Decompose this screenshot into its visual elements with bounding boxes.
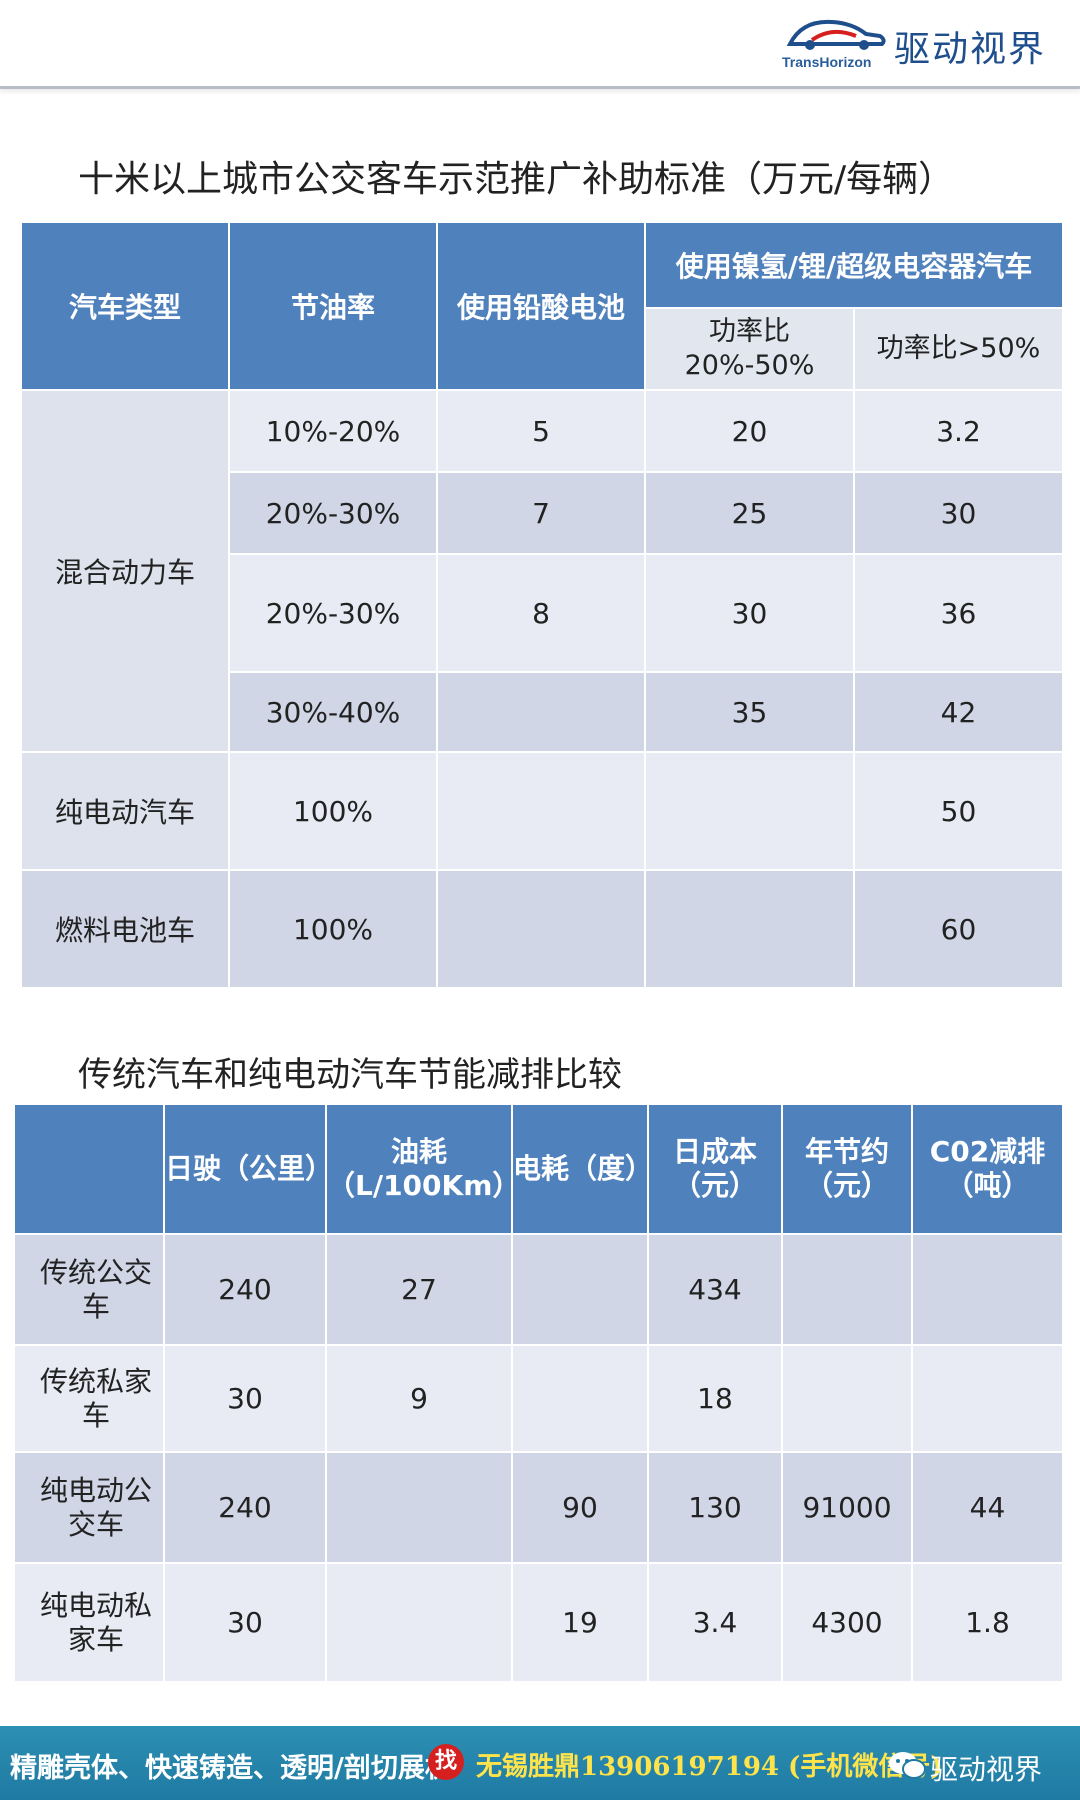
subsidy-table-title: 十米以上城市公交客车示范推广补助标准（万元/每辆） [78, 159, 955, 200]
ev-label: 纯电动汽车 [20, 751, 230, 871]
footer-find-badge: 找 [428, 1744, 464, 1780]
lead-acid-cell [436, 869, 646, 989]
table-cell: 27 [325, 1233, 513, 1346]
table-row: 混合动力车 10%-20% 5 20 3.2 [20, 389, 1064, 753]
table-cell: 240 [163, 1451, 327, 1564]
table-cell: 90 [511, 1451, 649, 1564]
fuel-rate-cell: 20%-30% [228, 553, 438, 673]
brand-name-en: TransHorizon [782, 54, 872, 70]
brand-name-cn: 驱动视界 [894, 29, 1047, 70]
power-low-cell: 30 [644, 553, 855, 673]
table-row: 30%-40% 35 42 [21, 671, 1064, 753]
header-annual-saving: 年节约（元） [781, 1103, 913, 1235]
table-cell: 434 [647, 1233, 783, 1346]
table-row: 20%-30% 7 25 30 [21, 471, 1064, 555]
page-header: TransHorizon 驱动视界 [0, 0, 1080, 89]
row-label: 纯电动公交车 [13, 1451, 165, 1564]
table-row: 纯电动汽车 100% 50 [20, 751, 1064, 871]
power-low-cell: 25 [644, 471, 855, 555]
table-cell [325, 1451, 513, 1564]
header-daily-distance: 日驶（公里） [163, 1103, 333, 1235]
table-row: 传统公交车 240 27 434 [13, 1233, 1064, 1346]
lead-acid-cell [436, 671, 646, 753]
fuel-rate-cell: 20%-30% [228, 471, 438, 555]
table-cell [325, 1562, 513, 1683]
header-power-consumption: 电耗（度） [511, 1103, 653, 1235]
table-cell: 18 [647, 1344, 783, 1453]
table-cell [781, 1233, 913, 1346]
row-label: 传统私家车 [13, 1344, 165, 1453]
power-low-cell: 20 [644, 389, 855, 473]
table-cell [911, 1344, 1064, 1453]
table-row: 燃料电池车 100% 60 [20, 869, 1064, 989]
fuel-rate-cell: 30%-40% [228, 671, 438, 753]
fuel-rate-cell: 100% [228, 869, 438, 989]
power-high-cell: 3.2 [853, 389, 1064, 473]
footer-services-text: 精雕壳体、快速铸造、透明/剖切展机 [10, 1753, 452, 1784]
table-cell: 91000 [781, 1451, 913, 1564]
table-cell [511, 1233, 649, 1346]
header-advanced-battery: 使用镍氢/锂/超级电容器汽车 [644, 221, 1064, 309]
table-cell [911, 1233, 1064, 1346]
header-lead-acid: 使用铅酸电池 [436, 221, 646, 391]
wechat-icon [889, 1752, 926, 1779]
fuel-rate-cell: 100% [228, 751, 438, 871]
table-cell: 44 [911, 1451, 1064, 1564]
header-co2-reduction: C02减排（吨） [911, 1103, 1064, 1235]
table-cell: 30 [163, 1562, 327, 1683]
table-cell: 240 [163, 1233, 327, 1346]
table-cell: 3.4 [647, 1562, 783, 1683]
table-cell [781, 1344, 913, 1453]
table-cell: 9 [325, 1344, 513, 1453]
power-high-cell: 36 [853, 553, 1064, 673]
comparison-table-title: 传统汽车和纯电动汽车节能减排比较 [78, 1055, 622, 1095]
lead-acid-cell: 7 [436, 471, 646, 555]
fuel-rate-cell: 10%-20% [228, 389, 438, 473]
header-daily-cost: 日成本（元） [647, 1103, 783, 1235]
table-cell: 4300 [781, 1562, 913, 1683]
table-cell: 130 [647, 1451, 783, 1564]
table-cell [511, 1344, 649, 1453]
hybrid-label: 混合动力车 [20, 389, 230, 753]
row-label: 纯电动私家车 [13, 1562, 165, 1683]
brand-logo: TransHorizon 驱动视界 [782, 14, 1052, 74]
fuel-cell-label: 燃料电池车 [20, 869, 230, 989]
table-cell: 19 [511, 1562, 649, 1683]
table-row: 传统私家车 30 9 18 [13, 1344, 1064, 1453]
power-high-cell: 42 [853, 671, 1064, 753]
power-low-cell [644, 869, 855, 989]
power-low-cell: 35 [644, 671, 855, 753]
table-row: 纯电动私家车 30 19 3.4 4300 1.8 [13, 1562, 1064, 1683]
footer-account-name: 驱动视界 [930, 1753, 1043, 1786]
footer-contact-text: 无锡胜鼎13906197194 (手机微信号) [476, 1752, 943, 1782]
table-cell: 1.8 [911, 1562, 1064, 1683]
power-high-cell: 50 [853, 751, 1064, 871]
comparison-table: 日驶（公里） 油耗（L/100Km） 电耗（度） 日成本（元） 年节约（元） C… [13, 1103, 1064, 1683]
lead-acid-cell [436, 751, 646, 871]
header-blank [13, 1103, 165, 1235]
table-cell: 30 [163, 1344, 327, 1453]
ad-footer-banner: 精雕壳体、快速铸造、透明/剖切展机 找 无锡胜鼎13906197194 (手机微… [0, 1726, 1080, 1800]
header-fuel-consumption: 油耗（L/100Km） [325, 1103, 520, 1235]
header-power-ratio-low: 功率比20%-50% [644, 307, 855, 391]
power-high-cell: 30 [853, 471, 1064, 555]
header-vehicle-type: 汽车类型 [20, 221, 230, 391]
row-label: 传统公交车 [13, 1233, 165, 1346]
table-row: 20%-30% 8 30 36 [21, 553, 1064, 673]
power-high-cell: 60 [853, 869, 1064, 989]
subsidy-table: 汽车类型 节油率 使用铅酸电池 使用镍氢/锂/超级电容器汽车 功率比20%-50… [20, 221, 1064, 989]
table-row: 纯电动公交车 240 90 130 91000 44 [13, 1451, 1064, 1564]
header-power-ratio-high: 功率比>50% [853, 307, 1064, 391]
lead-acid-cell: 5 [436, 389, 646, 473]
lead-acid-cell: 8 [436, 553, 646, 673]
power-low-cell [644, 751, 855, 871]
car-logo-icon [786, 19, 886, 50]
header-fuel-saving: 节油率 [228, 221, 438, 391]
